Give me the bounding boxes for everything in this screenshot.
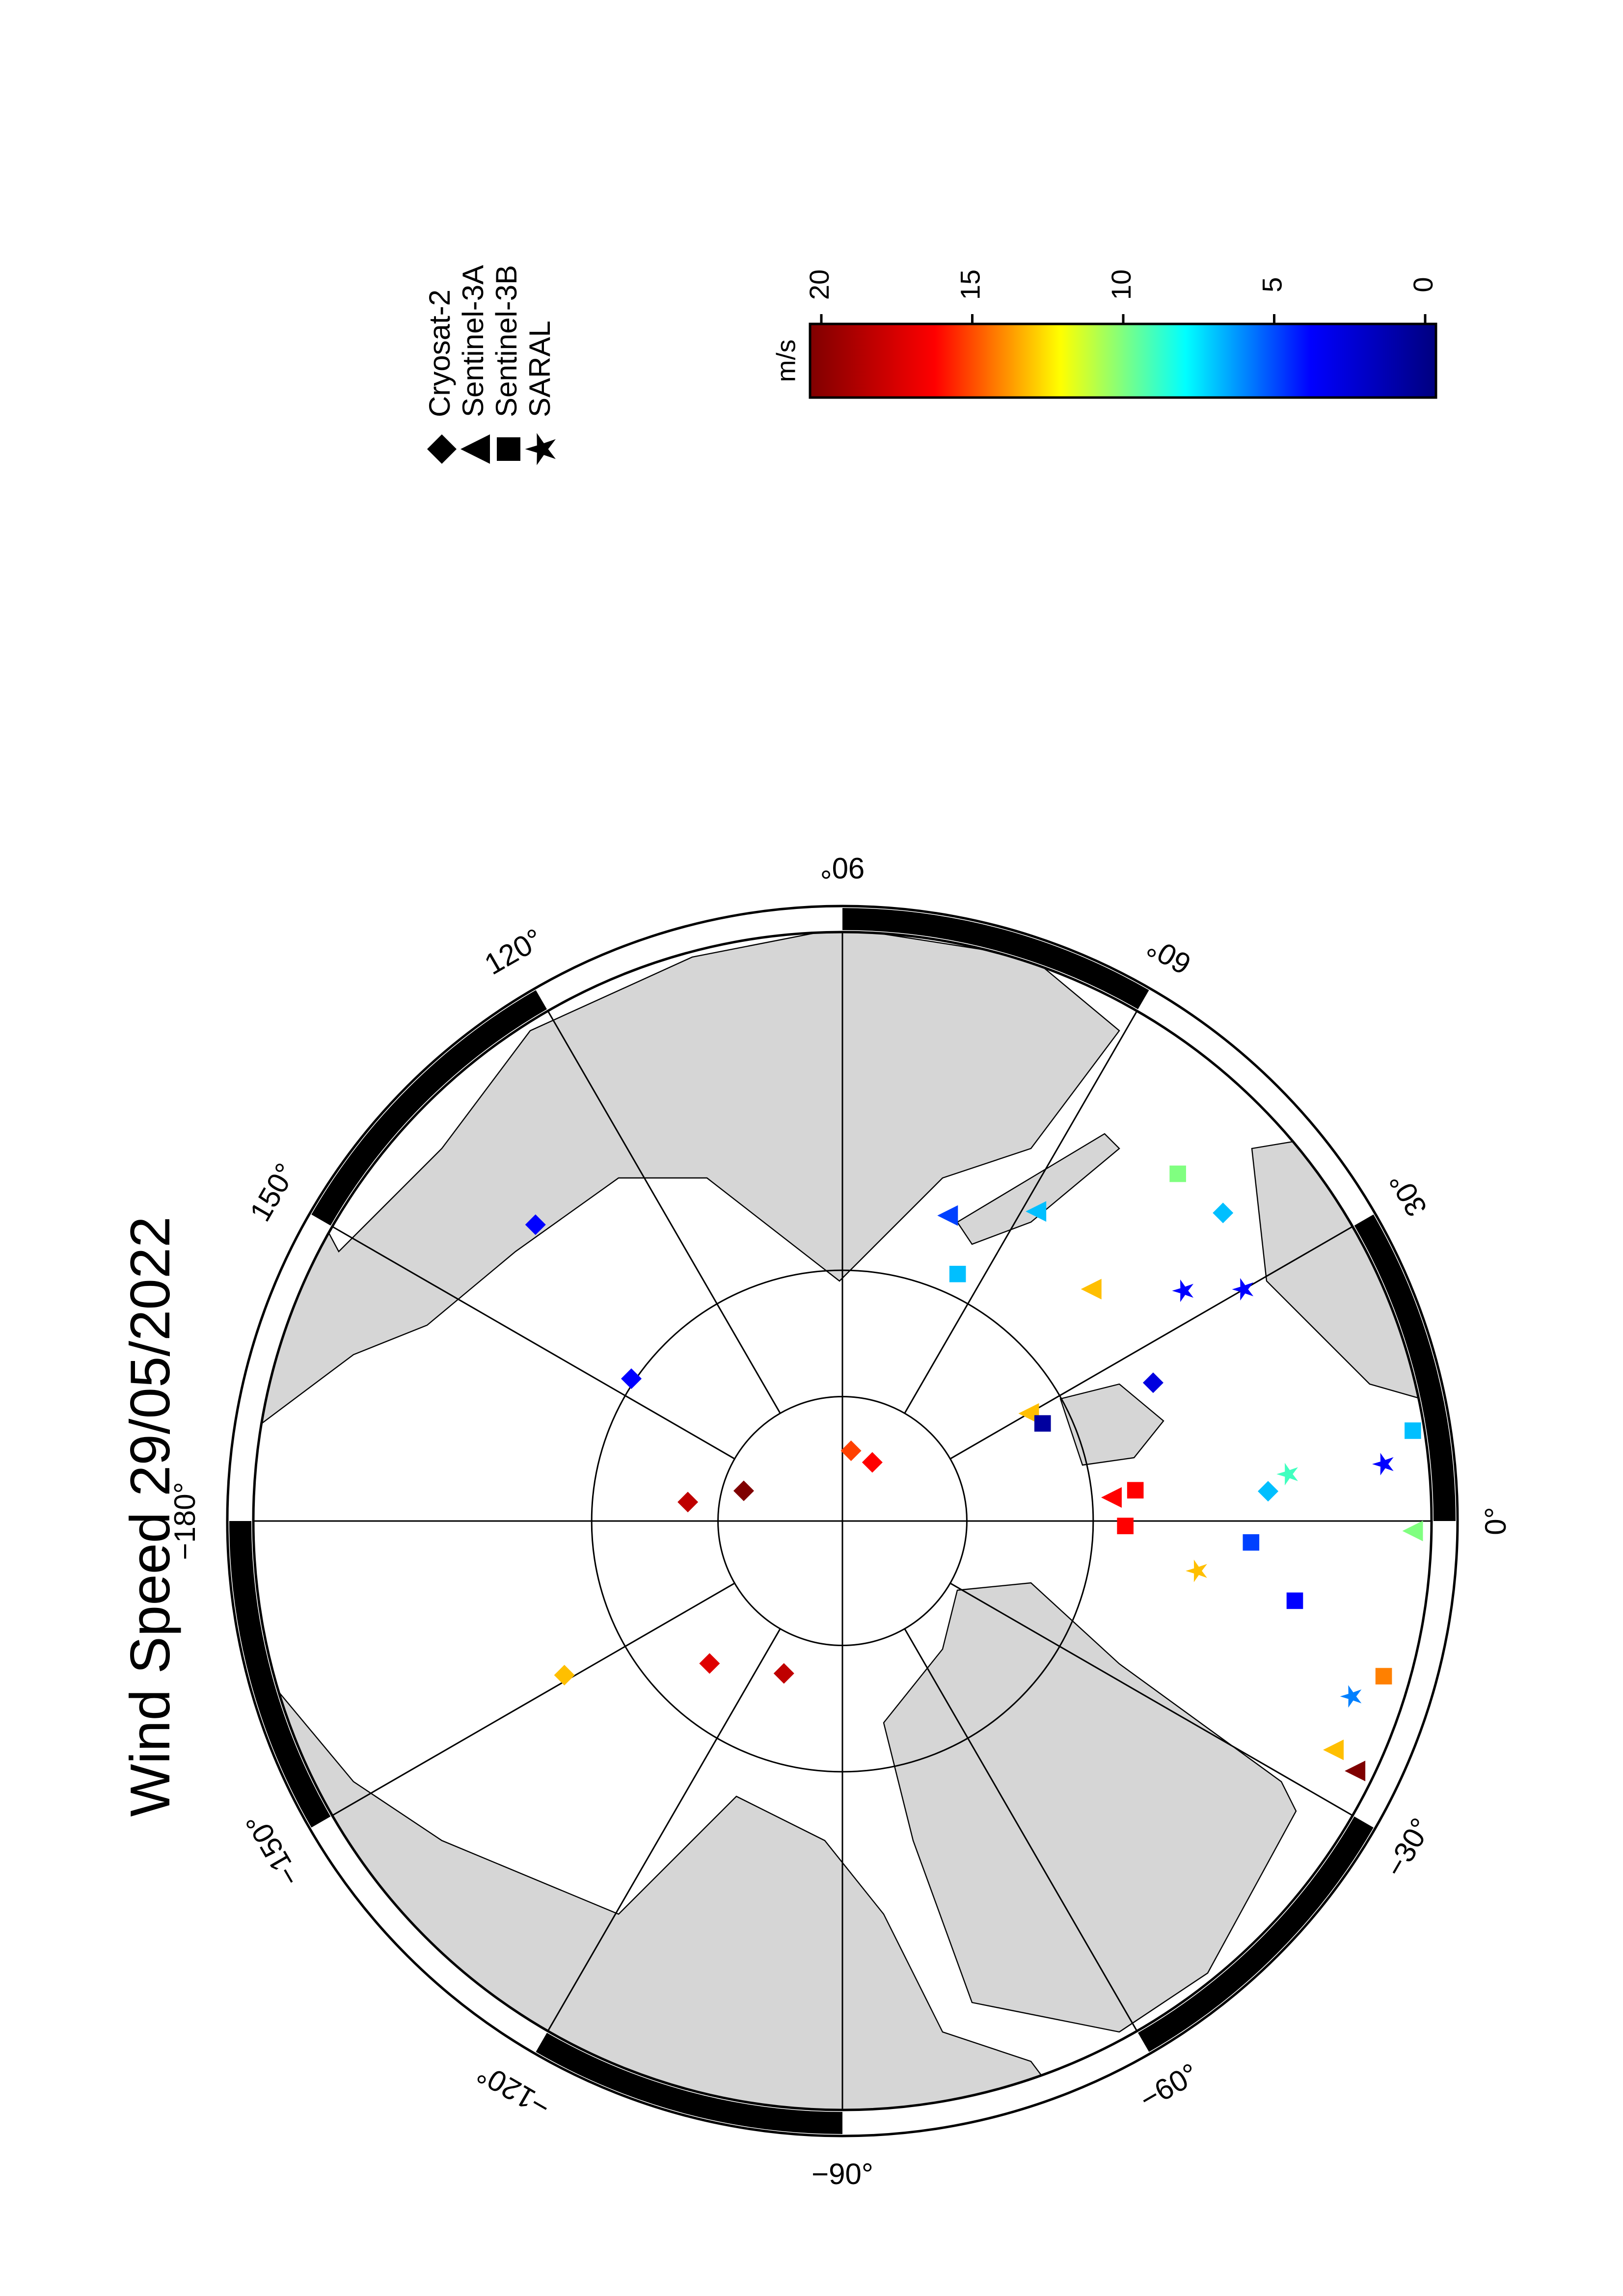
colorbar-tick-label: 0	[1407, 277, 1438, 292]
point	[1372, 1453, 1394, 1476]
colorbar-tick-label: 10	[1106, 269, 1136, 300]
point	[1101, 1487, 1122, 1508]
frame	[226, 905, 1459, 2137]
frame-inner	[252, 931, 1433, 2111]
point	[1169, 1165, 1186, 1182]
meridian	[332, 1226, 735, 1460]
legend-symbol	[525, 433, 556, 465]
point	[1232, 1278, 1254, 1301]
meridian-label: −120°	[472, 2056, 556, 2124]
frame-segment	[311, 990, 547, 1226]
colorbar-tick-label: 20	[804, 269, 835, 300]
legend-label: SARAL	[523, 320, 556, 417]
legend: Cryosat-2 Sentinel-3A Sentinel-3B SARAL	[423, 265, 556, 465]
land-greenland	[883, 1582, 1297, 2033]
point	[1402, 1521, 1423, 1542]
legend-label: Sentinel-3A	[457, 265, 489, 417]
meridian-label: 0°	[1479, 1507, 1512, 1535]
frame-segment	[842, 908, 1149, 1010]
frame-segment	[1354, 1214, 1456, 1522]
point	[1405, 1422, 1421, 1439]
meridian	[949, 1226, 1353, 1460]
frame-segment	[536, 2032, 843, 2134]
meridian	[332, 1582, 735, 1816]
point	[1276, 1463, 1298, 1486]
points	[525, 1165, 1423, 1782]
point	[1375, 1668, 1392, 1684]
point	[1117, 1518, 1134, 1534]
point	[773, 1663, 794, 1684]
point	[1286, 1592, 1303, 1609]
colorbar-label: m/s	[771, 340, 801, 382]
point	[1127, 1482, 1144, 1499]
legend-symbol	[460, 434, 490, 464]
meridian	[949, 1582, 1353, 1816]
meridian-label: −60°	[1134, 2057, 1204, 2116]
point	[1172, 1279, 1194, 1302]
point	[1034, 1415, 1051, 1432]
legend-symbol	[427, 434, 457, 464]
frame-outer	[226, 905, 1459, 2137]
meridian-label: 150°	[243, 1158, 302, 1227]
chart-title: Wind Speed 29/05/2022	[119, 1216, 182, 1816]
point	[525, 1214, 546, 1235]
point	[1026, 1201, 1047, 1222]
point	[1018, 1403, 1039, 1424]
legend-label: Sentinel-3B	[490, 265, 523, 417]
point	[1258, 1481, 1279, 1502]
meridian-label: 60°	[1141, 930, 1196, 981]
point	[621, 1368, 642, 1389]
point	[1340, 1685, 1362, 1708]
colorbar-ramp	[809, 322, 1437, 399]
legend-symbol	[497, 437, 520, 461]
meridian-label: −90°	[812, 2158, 873, 2190]
point	[949, 1265, 966, 1282]
meridian	[547, 1628, 781, 2031]
meridian-label: −30°	[1379, 1813, 1438, 1882]
legend-label: Cryosat-2	[423, 290, 456, 417]
meridian	[547, 1011, 781, 1414]
point	[554, 1664, 575, 1685]
point	[1345, 1761, 1366, 1782]
frame-segment	[229, 1521, 331, 1828]
colorbar: m/s 0 5 10 15 20	[771, 269, 1438, 399]
colorbar-tick-label: 15	[954, 269, 985, 300]
land-novaya-zemlya	[956, 1133, 1120, 1245]
frame-segment	[1137, 1816, 1374, 2052]
point	[1243, 1534, 1260, 1551]
point	[1142, 1372, 1163, 1393]
point	[1213, 1202, 1234, 1224]
point	[937, 1205, 958, 1226]
land-svalbard	[1059, 1383, 1164, 1466]
point	[862, 1452, 883, 1473]
land-asia	[253, 932, 1120, 1444]
point	[733, 1480, 754, 1501]
colorbar-tick-label: 5	[1256, 277, 1287, 292]
point	[1186, 1559, 1207, 1582]
meridian-label: −150°	[239, 1808, 307, 1892]
point	[699, 1653, 720, 1674]
point	[1081, 1279, 1102, 1300]
meridian	[904, 1628, 1138, 2031]
meridian	[904, 1011, 1138, 1414]
meridian-label: 30°	[1382, 1167, 1433, 1222]
meridian-label: −180°	[168, 1482, 201, 1560]
point	[677, 1492, 699, 1513]
meridian-label: 90°	[820, 852, 865, 884]
point	[840, 1440, 862, 1461]
point	[1323, 1739, 1344, 1761]
meridian-label: 120°	[479, 922, 548, 981]
